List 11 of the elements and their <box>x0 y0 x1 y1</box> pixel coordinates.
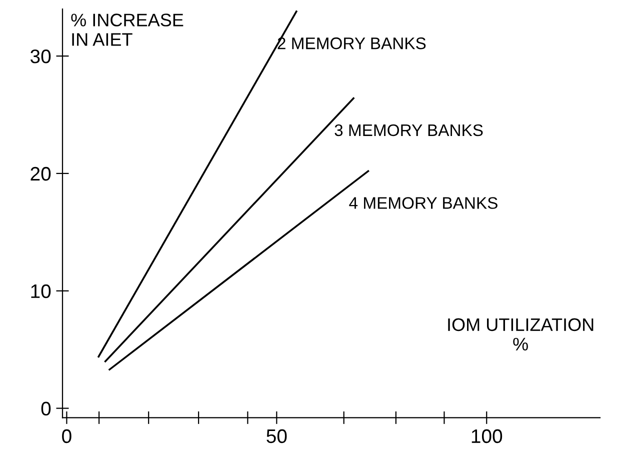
y-axis-title: % INCREASE IN AIET <box>71 14 184 46</box>
x-tick-label: 100 <box>472 429 502 444</box>
y-tick-label: 0 <box>41 402 51 416</box>
y-tick-label: 30 <box>30 50 51 64</box>
x-tick-label: 50 <box>266 429 287 444</box>
x-tick-label: 0 <box>62 429 72 444</box>
series-label: 4 MEMORY BANKS <box>349 197 498 209</box>
x-axis-title: IOM UTILIZATION % <box>448 318 594 350</box>
y-tick-label: 10 <box>31 284 51 298</box>
series-label: 3 MEMORY BANKS <box>334 124 483 136</box>
y-tick-label: 20 <box>30 166 51 181</box>
